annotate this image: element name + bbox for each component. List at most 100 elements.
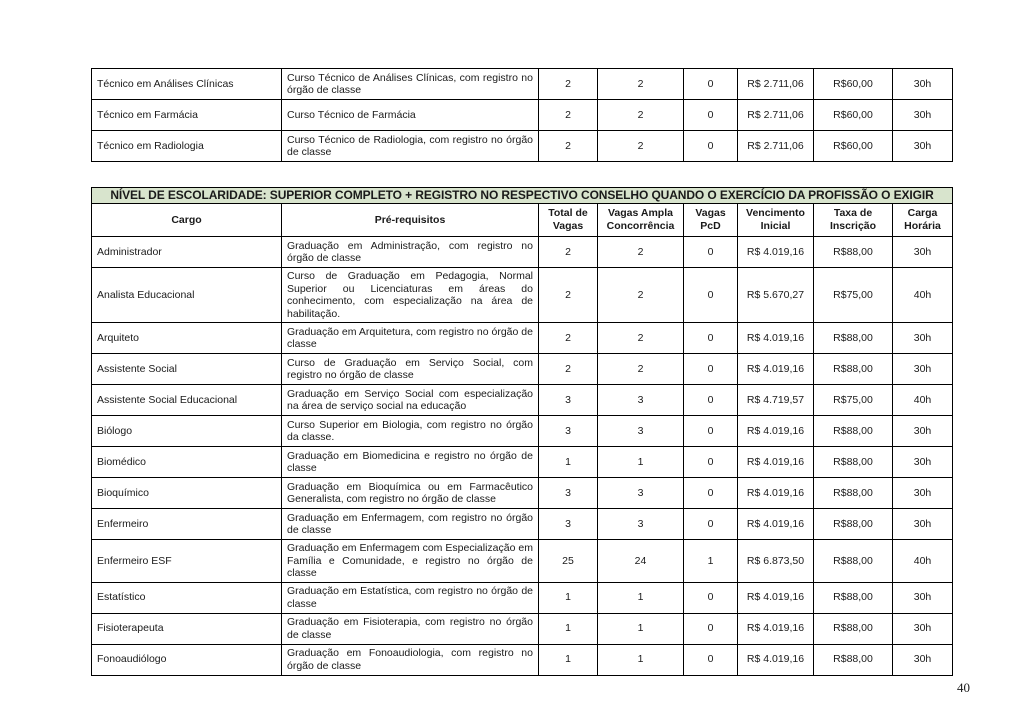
cell-requisitos: Graduação em Fonoaudiologia, com registr… [281, 643, 539, 676]
table-row: Administrador Graduação em Administração,… [91, 236, 954, 268]
cell-total: 1 [538, 612, 598, 645]
cell-total: 2 [538, 68, 598, 100]
cell-ampla: 1 [597, 446, 684, 478]
cell-pcd: 0 [683, 612, 738, 645]
cell-requisitos: Graduação em Bioquímica ou em Farmacêuti… [281, 477, 539, 509]
cell-total: 2 [538, 353, 598, 385]
cell-total: 1 [538, 581, 598, 614]
cell-ampla: 1 [597, 612, 684, 645]
cell-ampla: 1 [597, 581, 684, 614]
cell-requisitos: Curso Técnico de Análises Clínicas, com … [281, 68, 539, 100]
cell-requisitos: Graduação em Administração, com registro… [281, 236, 539, 268]
cell-pcd: 0 [683, 236, 738, 268]
cell-taxa: R$75,00 [813, 384, 893, 416]
cell-total: 2 [538, 322, 598, 354]
cell-requisitos: Graduação em Estatística, com registro n… [281, 581, 539, 614]
cell-requisitos: Curso Técnico de Farmácia [281, 99, 539, 131]
cell-cargo: Arquiteto [91, 322, 282, 354]
cell-ampla: 2 [597, 99, 684, 131]
section-title: NÍVEL DE ESCOLARIDADE: SUPERIOR COMPLETO… [90, 187, 954, 204]
cell-cargo: Enfermeiro ESF [91, 539, 282, 583]
cell-vencimento: R$ 4.019,16 [737, 643, 814, 676]
table-row: Assistente Social Curso de Graduação em S… [91, 353, 954, 385]
cell-total: 2 [538, 267, 598, 323]
cell-cargo: Assistente Social [91, 353, 282, 385]
cell-carga: 30h [892, 99, 953, 131]
cell-requisitos: Graduação em Enfermagem, com registro no… [281, 508, 539, 540]
cell-carga: 30h [892, 130, 953, 162]
cell-cargo: Enfermeiro [91, 508, 282, 540]
cell-taxa: R$88,00 [813, 612, 893, 645]
table-row: Assistente Social Educacional Graduação e… [91, 384, 954, 416]
table-row: Técnico em Radiologia Curso Técnico de Ra… [91, 130, 953, 162]
cell-carga: 30h [891, 477, 954, 509]
cell-cargo: Biomédico [91, 446, 282, 478]
cell-requisitos: Graduação em Serviço Social com especial… [281, 384, 539, 416]
cell-cargo: Assistente Social Educacional [91, 384, 282, 416]
cell-cargo: Fisioterapeuta [91, 612, 282, 645]
column-header-requisitos: Pré-requisitos [281, 203, 539, 237]
cell-total: 1 [538, 446, 598, 478]
cell-ampla: 24 [597, 539, 684, 583]
cell-taxa: R$60,00 [813, 130, 893, 162]
cell-vencimento: R$ 4.019,16 [737, 612, 814, 645]
table-row: Enfermeiro Graduação em Enfermagem, com r… [91, 508, 954, 540]
cell-pcd: 0 [683, 68, 738, 100]
cell-vencimento: R$ 4.019,16 [737, 477, 814, 509]
tecnico-table-body: Técnico em Análises Clínicas Curso Técnic… [91, 68, 953, 162]
cell-taxa: R$60,00 [813, 68, 893, 100]
cell-vencimento: R$ 4.019,16 [737, 236, 814, 268]
table-row: Analista Educacional Curso de Graduação e… [91, 267, 954, 323]
cell-vencimento: R$ 2.711,06 [737, 130, 814, 162]
cell-pcd: 0 [683, 643, 738, 676]
page-number: 40 [957, 680, 970, 695]
cell-taxa: R$75,00 [813, 267, 893, 323]
cell-pcd: 0 [683, 130, 738, 162]
cell-pcd: 0 [683, 267, 738, 323]
cell-cargo: Técnico em Análises Clínicas [91, 68, 282, 100]
table-gap [91, 162, 952, 187]
cell-taxa: R$88,00 [813, 539, 893, 583]
cell-vencimento: R$ 4.019,16 [737, 508, 814, 540]
section-header-row: NÍVEL DE ESCOLARIDADE: SUPERIOR COMPLETO… [90, 187, 954, 204]
cell-pcd: 0 [683, 446, 738, 478]
cell-pcd: 0 [683, 508, 738, 540]
cell-requisitos: Graduação em Arquitetura, com registro n… [281, 322, 539, 354]
cell-total: 2 [538, 130, 598, 162]
superior-table-body: Administrador Graduação em Administração,… [91, 236, 954, 676]
cell-pcd: 1 [683, 539, 738, 583]
column-header-row: Cargo Pré-requisitos Total de Vagas Vaga… [91, 203, 954, 237]
cell-requisitos: Curso Técnico de Radiologia, com registr… [281, 130, 539, 162]
cell-total: 3 [538, 508, 598, 540]
table-row: Enfermeiro ESF Graduação em Enfermagem co… [91, 539, 954, 583]
cell-taxa: R$88,00 [813, 508, 893, 540]
table-row: Fisioterapeuta Graduação em Fisioterapia,… [91, 612, 954, 645]
cell-cargo: Biólogo [91, 415, 282, 447]
table-row: Biólogo Curso Superior em Biologia, com r… [91, 415, 954, 447]
cell-carga: 30h [891, 581, 954, 614]
cell-carga: 30h [891, 415, 954, 447]
cell-taxa: R$60,00 [813, 99, 893, 131]
column-header-carga: Carga Horária [891, 203, 954, 237]
cell-requisitos: Graduação em Enfermagem com Especializaç… [281, 539, 539, 583]
superior-level-table: NÍVEL DE ESCOLARIDADE: SUPERIOR COMPLETO… [90, 187, 954, 676]
cell-vencimento: R$ 2.711,06 [737, 99, 814, 131]
column-header-pcd: Vagas PcD [683, 203, 738, 237]
cell-vencimento: R$ 6.873,50 [737, 539, 814, 583]
cell-carga: 30h [891, 236, 954, 268]
table-row: Técnico em Análises Clínicas Curso Técnic… [91, 68, 953, 100]
column-header-cargo: Cargo [91, 203, 282, 237]
cell-total: 25 [538, 539, 598, 583]
cell-vencimento: R$ 4.019,16 [737, 415, 814, 447]
cell-vencimento: R$ 4.019,16 [737, 446, 814, 478]
cell-requisitos: Curso Superior em Biologia, com registro… [281, 415, 539, 447]
cell-taxa: R$88,00 [813, 581, 893, 614]
cell-taxa: R$88,00 [813, 353, 893, 385]
cell-carga: 30h [891, 446, 954, 478]
cell-taxa: R$88,00 [813, 236, 893, 268]
cell-taxa: R$88,00 [813, 446, 893, 478]
cell-taxa: R$88,00 [813, 643, 893, 676]
cell-pcd: 0 [683, 384, 738, 416]
column-header-total: Total de Vagas [538, 203, 598, 237]
cell-carga: 30h [891, 508, 954, 540]
